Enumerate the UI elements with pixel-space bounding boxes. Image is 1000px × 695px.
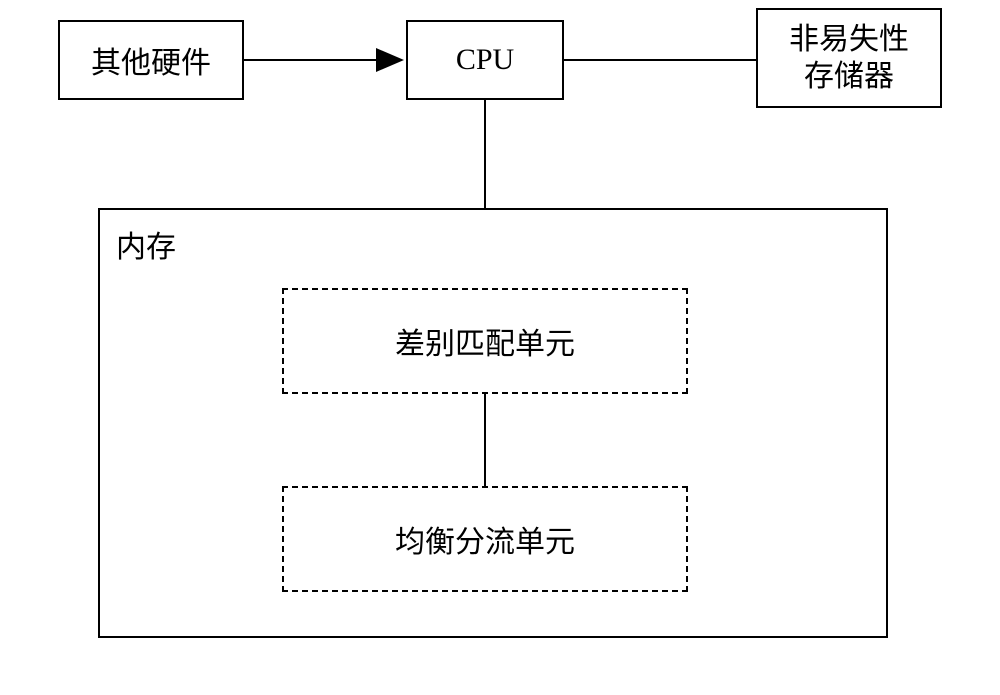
- node-memory-label: 内存: [116, 222, 176, 266]
- node-nvm-label: 非易失性 存储器: [789, 21, 909, 96]
- node-other-hardware: 其他硬件: [58, 20, 244, 100]
- node-diff-match-label: 差别匹配单元: [395, 319, 575, 363]
- node-diff-match: 差别匹配单元: [282, 288, 688, 394]
- node-balance-split: 均衡分流单元: [282, 486, 688, 592]
- node-cpu: CPU: [406, 20, 564, 100]
- node-balance-split-label: 均衡分流单元: [395, 517, 575, 561]
- node-other-hardware-label: 其他硬件: [91, 38, 211, 82]
- node-nvm: 非易失性 存储器: [756, 8, 942, 108]
- node-cpu-label: CPU: [456, 43, 514, 77]
